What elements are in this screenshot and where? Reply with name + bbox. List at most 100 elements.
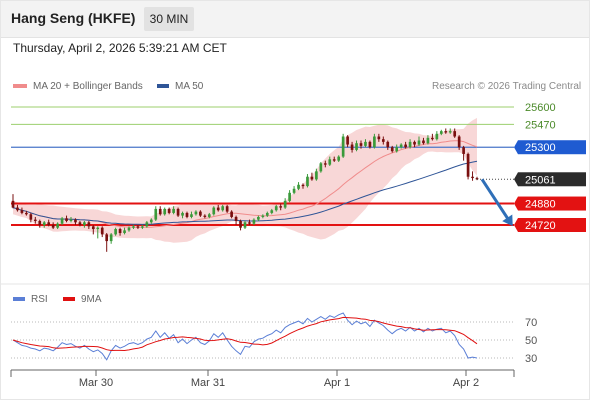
candle-body [431, 137, 434, 140]
candle-body [181, 212, 184, 216]
candle-body [78, 222, 82, 225]
rsi-line [12, 312, 478, 361]
legend-ma50: MA 50 [157, 81, 203, 92]
candle-body [172, 208, 175, 213]
copyright-notice: Research © 2026 Trading Central [432, 81, 582, 92]
candle-body [203, 215, 207, 217]
candle-body [194, 211, 198, 215]
candle-body [257, 216, 260, 220]
candle-body [332, 159, 336, 161]
level-label-25600: 25600 [525, 102, 556, 114]
candle-body [390, 147, 394, 152]
pivot-25300-tag [518, 140, 586, 155]
legend-ma50-label: MA 50 [175, 81, 204, 92]
candle-body [100, 227, 104, 235]
candle-body [377, 136, 381, 140]
candle-body [373, 136, 376, 148]
support-24880-label: 24880 [525, 199, 556, 211]
candle-body [38, 220, 42, 225]
candle-body [297, 184, 300, 189]
x-axis-label: Mar 30 [79, 377, 113, 389]
candle-body [323, 163, 327, 165]
candle-body [301, 184, 305, 187]
chart-header: Hang Seng (HKFE) 30 MIN [0, 0, 590, 38]
candle-body [448, 131, 452, 133]
candle-body [292, 188, 296, 193]
candle-body [462, 147, 465, 154]
candle-body [381, 139, 385, 142]
candle-body [328, 159, 332, 165]
candle-body [239, 220, 242, 228]
candle-body [426, 137, 430, 144]
candle-body [283, 200, 287, 208]
candle-body [252, 219, 256, 224]
candle-body [65, 218, 68, 221]
last-price-tag [518, 172, 586, 187]
legend-9ma-label: 9MA [81, 294, 102, 305]
last-price-label: 25061 [525, 174, 556, 186]
candle-body [42, 222, 46, 225]
candle-body [167, 208, 171, 213]
candle-body [413, 141, 416, 145]
support-24720-tag [518, 218, 586, 232]
candle-body [176, 208, 180, 216]
candle-body [364, 141, 367, 146]
candle-body [404, 144, 407, 148]
candle-body [207, 214, 211, 217]
legend-9ma: 9MA [63, 294, 102, 305]
candle-body [422, 140, 425, 144]
candle-body [20, 210, 24, 213]
candle-body [221, 206, 225, 211]
pivot-25300-tag-pointer [514, 140, 518, 155]
pivot-25300-label: 25300 [525, 142, 556, 154]
candle-body [466, 153, 470, 177]
timeframe-badge[interactable]: 30 MIN [144, 7, 194, 31]
candle-body [33, 219, 37, 221]
candle-body [163, 208, 167, 215]
support-24720-tag-pointer [514, 218, 518, 232]
candle-body [234, 216, 238, 221]
candle-body [158, 208, 162, 215]
candle-body [87, 222, 91, 227]
level-label-25470: 25470 [525, 119, 556, 131]
candle-body [96, 227, 100, 230]
candle-body [395, 147, 399, 152]
ma20-swatch [13, 84, 27, 89]
support-24720-label: 24720 [525, 220, 556, 232]
candle-body [399, 144, 403, 148]
x-axis-label: Apr 1 [324, 377, 350, 389]
ma9-swatch [63, 297, 75, 302]
candle-body [279, 206, 283, 208]
candle-body [243, 222, 247, 228]
candle-body [471, 176, 474, 179]
candle-body [310, 176, 314, 180]
candle-body [185, 212, 189, 217]
rsi-9ma-line [12, 316, 478, 352]
candle-body [118, 229, 122, 234]
candle-body [212, 207, 216, 215]
candle-body [11, 200, 15, 208]
forecast-arrow-shaft [480, 178, 512, 223]
ma50-line [12, 160, 478, 225]
candle-body [149, 219, 153, 223]
candle-body [74, 219, 77, 223]
rsi-swatch [13, 297, 25, 302]
candle-body [386, 141, 390, 148]
candle-body [114, 229, 117, 235]
candle-body [337, 156, 341, 161]
candle-body [408, 141, 412, 148]
support-24880-tag [518, 196, 586, 211]
rsi-tick-70: 70 [525, 317, 537, 329]
legend-rsi-label: RSI [31, 294, 48, 305]
x-axis-label: Apr 2 [453, 377, 479, 389]
candle-body [123, 230, 126, 234]
candle-body [47, 222, 51, 225]
candle-body [346, 136, 349, 145]
candle-body [141, 226, 144, 228]
candle-body [265, 212, 269, 216]
candle-body [225, 206, 229, 212]
candle-body [154, 208, 158, 220]
candle-body [132, 226, 135, 228]
candle-body [453, 131, 457, 137]
candle-body [306, 176, 309, 187]
